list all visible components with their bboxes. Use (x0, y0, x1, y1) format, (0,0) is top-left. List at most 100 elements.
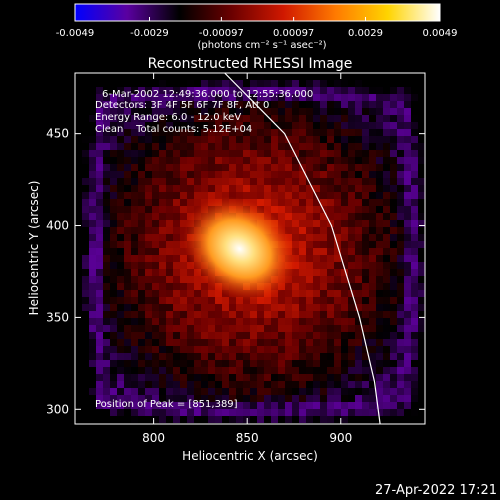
heatmap-cell (341, 171, 349, 179)
heatmap-cell (110, 262, 118, 270)
heatmap-cell (208, 388, 216, 396)
heatmap-cell (152, 192, 160, 200)
heatmap-cell (110, 241, 118, 249)
heatmap-cell (257, 73, 265, 81)
heatmap-cell (404, 346, 412, 354)
heatmap-cell (348, 339, 356, 347)
heatmap-cell (327, 185, 335, 193)
heatmap-cell (292, 129, 300, 137)
heatmap-cell (117, 297, 125, 305)
heatmap-cell (411, 381, 419, 389)
heatmap-cell (334, 416, 342, 424)
heatmap-cell (222, 381, 230, 389)
heatmap-cell (383, 360, 391, 368)
heatmap-cell (236, 157, 244, 165)
heatmap-cell (376, 276, 384, 284)
heatmap-cell (117, 136, 125, 144)
heatmap-cell (404, 185, 412, 193)
heatmap-cell (82, 73, 90, 81)
heatmap-cell (159, 80, 167, 88)
heatmap-cell (306, 367, 314, 375)
heatmap-cell (376, 395, 384, 403)
heatmap-cell (390, 290, 398, 298)
heatmap-cell (411, 241, 419, 249)
heatmap-cell (404, 199, 412, 207)
heatmap-cell (131, 339, 139, 347)
heatmap-cell (75, 353, 83, 361)
heatmap-cell (306, 234, 314, 242)
heatmap-cell (89, 402, 97, 410)
heatmap-cell (292, 416, 300, 424)
heatmap-cell (82, 171, 90, 179)
heatmap-cell (145, 269, 153, 277)
heatmap-cell (250, 87, 258, 95)
heatmap-cell (257, 192, 265, 200)
heatmap-cell (334, 108, 342, 116)
heatmap-cell (201, 353, 209, 361)
heatmap-cell (103, 395, 111, 403)
heatmap-cell (152, 416, 160, 424)
heatmap-cell (152, 311, 160, 319)
heatmap-cell (173, 332, 181, 340)
heatmap-cell (383, 409, 391, 417)
heatmap-cell (299, 402, 307, 410)
heatmap-cell (89, 220, 97, 228)
heatmap-cell (383, 262, 391, 270)
heatmap-cell (313, 206, 321, 214)
heatmap-cell (411, 374, 419, 382)
heatmap-cell (180, 318, 188, 326)
heatmap-cell (264, 360, 272, 368)
heatmap-cell (208, 304, 216, 312)
heatmap-cell (117, 178, 125, 186)
heatmap-cell (327, 157, 335, 165)
heatmap-cell (159, 185, 167, 193)
heatmap-cell (250, 353, 258, 361)
heatmap-cell (313, 409, 321, 417)
heatmap-cell (131, 136, 139, 144)
heatmap-cell (327, 227, 335, 235)
heatmap-cell (348, 248, 356, 256)
heatmap-cell (138, 136, 146, 144)
heatmap-cell (110, 297, 118, 305)
heatmap-cell (173, 199, 181, 207)
heatmap-cell (264, 206, 272, 214)
heatmap-cell (159, 150, 167, 158)
heatmap-cell (96, 73, 104, 81)
heatmap-cell (362, 248, 370, 256)
heatmap-cell (348, 269, 356, 277)
heatmap-cell (390, 80, 398, 88)
heatmap-cell (138, 178, 146, 186)
heatmap-cell (96, 192, 104, 200)
heatmap-cell (278, 129, 286, 137)
heatmap-cell (166, 185, 174, 193)
heatmap-cell (292, 87, 300, 95)
heatmap-cell (404, 157, 412, 165)
heatmap-cell (82, 87, 90, 95)
heatmap-cell (152, 290, 160, 298)
heatmap-cell (96, 213, 104, 221)
heatmap-cell (194, 87, 202, 95)
heatmap-cell (75, 220, 83, 228)
heatmap-cell (306, 409, 314, 417)
heatmap-cell (96, 388, 104, 396)
heatmap-cell (159, 199, 167, 207)
heatmap-cell (355, 332, 363, 340)
heatmap-cell (418, 143, 425, 151)
heatmap-cell (306, 276, 314, 284)
heatmap-cell (173, 178, 181, 186)
heatmap-cell (110, 129, 118, 137)
heatmap-cell (145, 87, 153, 95)
heatmap-cell (369, 129, 377, 137)
heatmap-cell (376, 73, 384, 81)
heatmap-cell (306, 185, 314, 193)
heatmap-cell (404, 325, 412, 333)
heatmap-cell (404, 339, 412, 347)
heatmap-cell (397, 122, 405, 130)
heatmap-cell (376, 171, 384, 179)
heatmap-cell (117, 94, 125, 102)
heatmap-cell (89, 395, 97, 403)
heatmap-cell (201, 150, 209, 158)
heatmap-cell (194, 409, 202, 417)
heatmap-cell (418, 234, 425, 242)
heatmap-cell (397, 290, 405, 298)
